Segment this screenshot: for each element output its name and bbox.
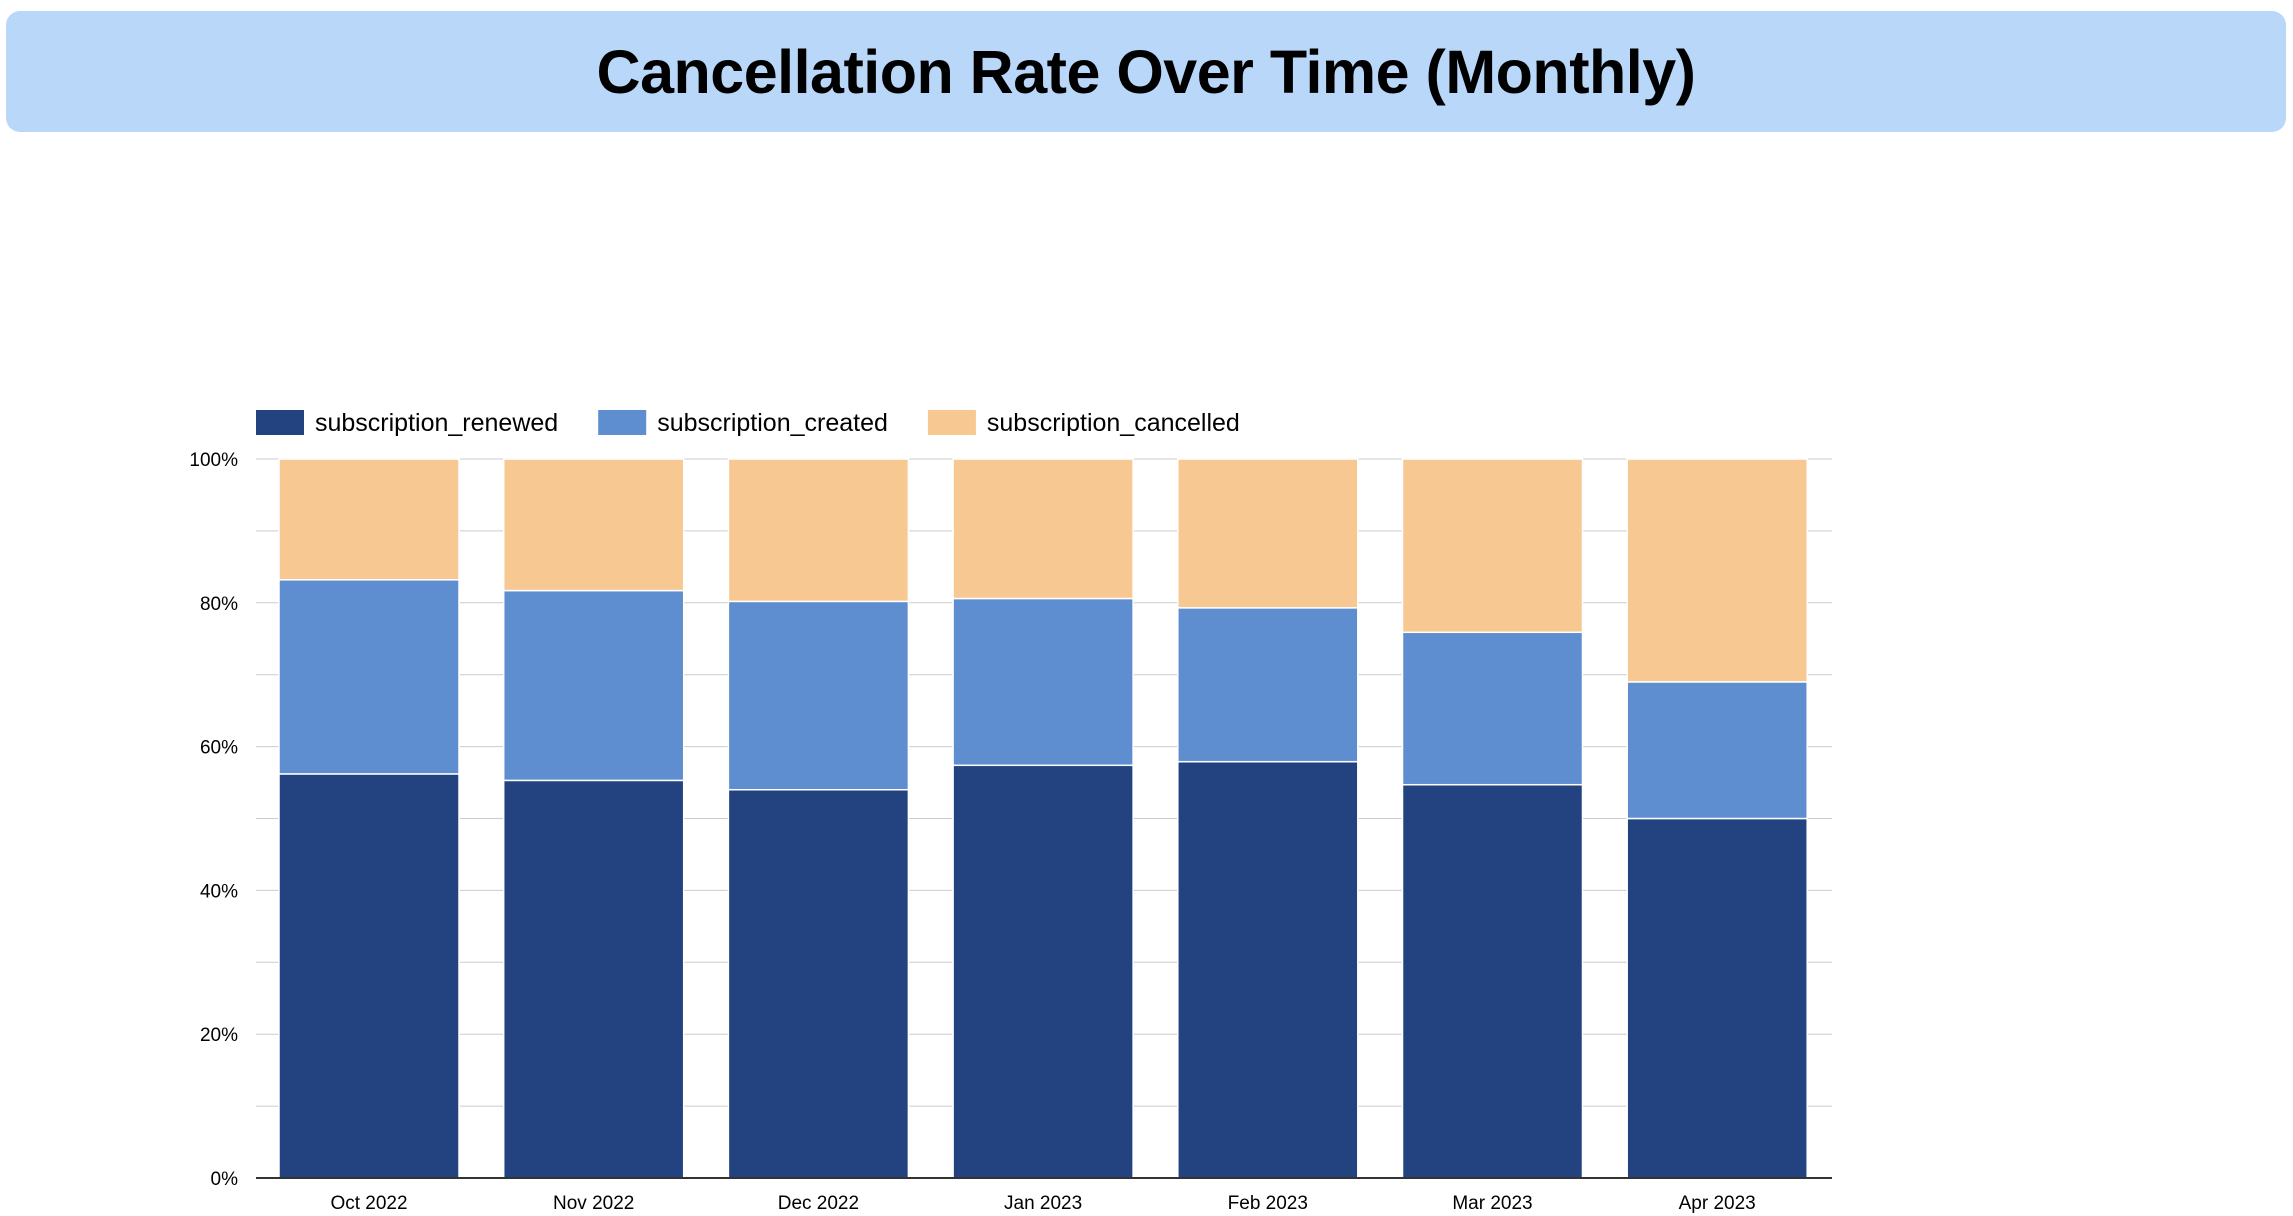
bar-segment-subscription-renewed	[1401, 783, 1584, 1179]
bar-segment-subscription-created	[1177, 607, 1359, 763]
bar-segment-subscription-renewed	[952, 764, 1134, 1179]
bar-segment-subscription-created	[952, 597, 1134, 767]
legend: subscription_renewed subscription_created…	[256, 409, 1240, 437]
x-tick-label: Oct 2022	[330, 1193, 407, 1214]
y-tick-label: 40%	[200, 881, 238, 902]
bar-segment-subscription-renewed	[278, 773, 460, 1179]
bar-segment-subscription-renewed	[502, 779, 685, 1179]
y-tick-label: 100%	[189, 450, 238, 471]
x-tick-label: Apr 2023	[1679, 1193, 1756, 1214]
chart-title: Cancellation Rate Over Time (Monthly)	[596, 37, 1696, 106]
bar-segment-subscription-cancelled	[727, 458, 910, 603]
bar-segment-subscription-cancelled	[952, 458, 1134, 600]
bar-segment-subscription-renewed	[1177, 760, 1359, 1179]
bars	[278, 458, 1808, 1179]
y-tick-label: 60%	[200, 738, 238, 759]
x-tick-label: Jan 2023	[1004, 1193, 1082, 1214]
bar-segment-subscription-created	[1626, 681, 1808, 820]
y-tick-label: 20%	[200, 1025, 238, 1046]
y-tick-labels: 0% 20% 40% 60% 80% 100%	[189, 450, 238, 1190]
bar-segment-subscription-cancelled	[502, 458, 685, 592]
bar-segment-subscription-created	[1401, 631, 1584, 786]
legend-label: subscription_cancelled	[987, 409, 1240, 437]
bar-segment-subscription-cancelled	[1177, 458, 1359, 609]
bar-segment-subscription-cancelled	[1401, 458, 1584, 634]
bar-segment-subscription-created	[727, 600, 910, 791]
legend-label: subscription_created	[657, 409, 888, 437]
x-tick-label: Feb 2023	[1228, 1193, 1308, 1214]
x-tick-labels: Oct 2022 Nov 2022 Dec 2022 Jan 2023 Feb 2023…	[330, 1193, 1755, 1214]
y-tick-label: 80%	[200, 594, 238, 615]
legend-label: subscription_renewed	[315, 409, 558, 437]
legend-swatch	[256, 410, 304, 435]
x-tick-label: Nov 2022	[553, 1193, 634, 1214]
bar-segment-subscription-renewed	[727, 788, 910, 1179]
x-tick-label: Dec 2022	[778, 1193, 859, 1214]
bar-segment-subscription-created	[502, 589, 685, 782]
bar-segment-subscription-renewed	[1626, 817, 1808, 1179]
x-tick-label: Mar 2023	[1452, 1193, 1532, 1214]
title-banner: Cancellation Rate Over Time (Monthly)	[6, 11, 2286, 132]
bar-segment-subscription-cancelled	[278, 458, 460, 581]
bar-segment-subscription-cancelled	[1626, 458, 1808, 683]
legend-swatch	[598, 410, 647, 435]
legend-swatch	[927, 410, 976, 435]
bar-segment-subscription-created	[278, 579, 460, 775]
y-tick-label: 0%	[211, 1169, 239, 1190]
